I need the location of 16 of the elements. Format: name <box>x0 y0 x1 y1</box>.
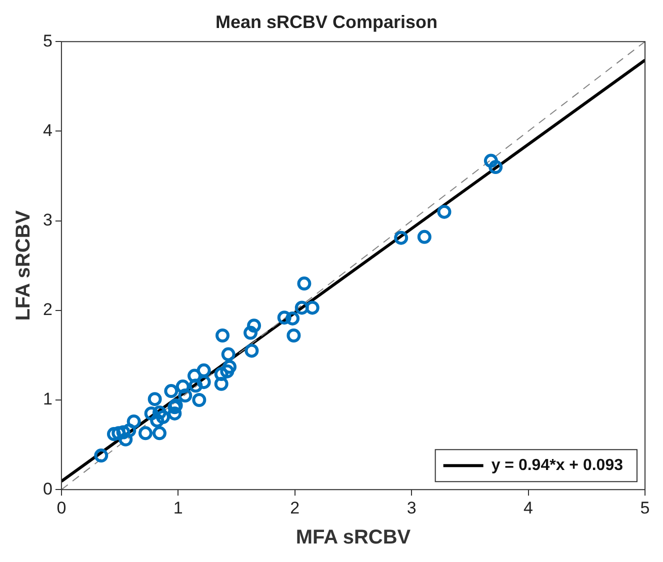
y-tick-label: 1 <box>42 390 52 409</box>
x-tick-label: 1 <box>173 498 183 518</box>
x-tick-label: 0 <box>56 498 66 518</box>
y-tick-label: 5 <box>42 31 52 50</box>
x-axis-title: MFA sRCBV <box>296 526 412 549</box>
x-tick-label: 4 <box>524 498 534 518</box>
y-axis-title: LFA sRCBV <box>12 210 35 321</box>
x-tick-label: 2 <box>290 498 300 518</box>
x-tick-label: 5 <box>640 498 650 518</box>
legend-label: y = 0.94*x + 0.093 <box>491 457 624 474</box>
x-tick-label: 3 <box>406 498 416 518</box>
y-tick-label: 2 <box>42 300 52 320</box>
y-tick-label: 3 <box>42 210 52 230</box>
chart-title: Mean sRCBV Comparison <box>215 12 438 32</box>
y-tick-label: 0 <box>42 479 52 498</box>
y-tick-label: 4 <box>42 120 52 140</box>
